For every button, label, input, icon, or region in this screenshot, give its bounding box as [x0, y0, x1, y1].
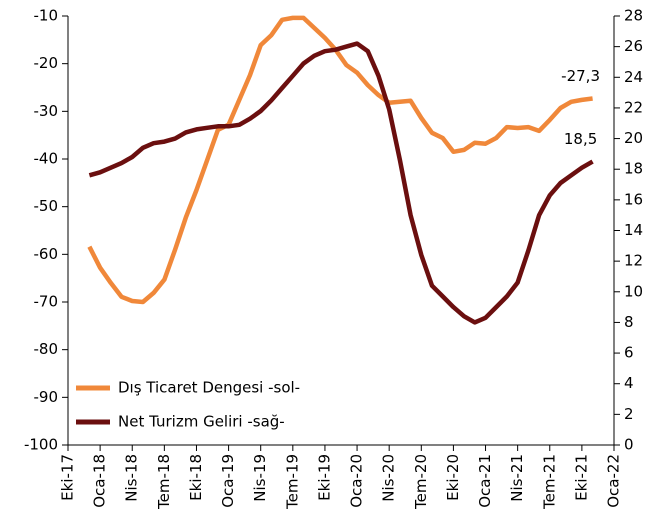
x-tick-label: Eki-19	[315, 454, 333, 501]
x-tick-label: Eki-21	[572, 454, 590, 501]
y-tick-label: -40	[34, 150, 59, 168]
x-tick-label: Nis-18	[123, 454, 141, 502]
x-tick-label: Tem-19	[283, 454, 301, 510]
x-tick-label: Nis-21	[508, 454, 526, 502]
y2-tick-label: 2	[624, 405, 634, 423]
x-tick-label: Tem-20	[412, 454, 430, 510]
y2-tick-label: 12	[624, 252, 643, 270]
x-tick-label: Oca-19	[219, 454, 237, 508]
x-tick-label: Oca-18	[91, 454, 109, 508]
x-tick-label: Tem-21	[540, 454, 558, 510]
series-line	[88, 41, 594, 325]
x-tick-label: Nis-20	[380, 454, 398, 502]
x-tick-label: Oca-22	[605, 454, 623, 508]
value-label: -27,3	[561, 67, 600, 85]
y-tick-label: -100	[24, 436, 58, 454]
y2-tick-label: 14	[624, 221, 643, 239]
x-tick-label: Eki-17	[59, 454, 77, 501]
y2-tick-label: 4	[624, 374, 634, 392]
x-tick-label: Oca-20	[348, 454, 366, 508]
x-tick-label: Eki-18	[187, 454, 205, 501]
value-label: 18,5	[564, 130, 597, 148]
y2-tick-label: 16	[624, 190, 643, 208]
x-tick-label: Eki-20	[444, 454, 462, 501]
x-tick-label: Oca-21	[476, 454, 494, 508]
y-tick-label: -90	[34, 388, 59, 406]
y2-tick-label: 28	[624, 7, 643, 25]
y2-tick-label: 24	[624, 68, 643, 86]
series-line	[87, 15, 593, 305]
y2-tick-label: 26	[624, 37, 643, 55]
y-tick-label: -80	[34, 340, 59, 358]
y2-tick-label: 8	[624, 313, 634, 331]
legend-label: Dış Ticaret Dengesi -sol-	[118, 379, 300, 397]
y-tick-label: -60	[34, 245, 59, 263]
y2-tick-label: 10	[624, 282, 643, 300]
legend-label: Net Turizm Geliri -sağ-	[118, 413, 285, 431]
y-tick-label: -10	[34, 7, 59, 25]
y-tick-label: -50	[34, 197, 59, 215]
x-tick-label: Tem-18	[155, 454, 173, 510]
y-tick-label: -30	[34, 102, 59, 120]
y2-tick-label: 6	[624, 344, 634, 362]
y-tick-label: -20	[34, 54, 59, 72]
y2-tick-label: 22	[624, 98, 643, 116]
x-tick-label: Nis-19	[251, 454, 269, 502]
y2-tick-label: 18	[624, 160, 643, 178]
y2-tick-label: 0	[624, 436, 634, 454]
y-tick-label: -70	[34, 293, 59, 311]
y2-tick-label: 20	[624, 129, 643, 147]
